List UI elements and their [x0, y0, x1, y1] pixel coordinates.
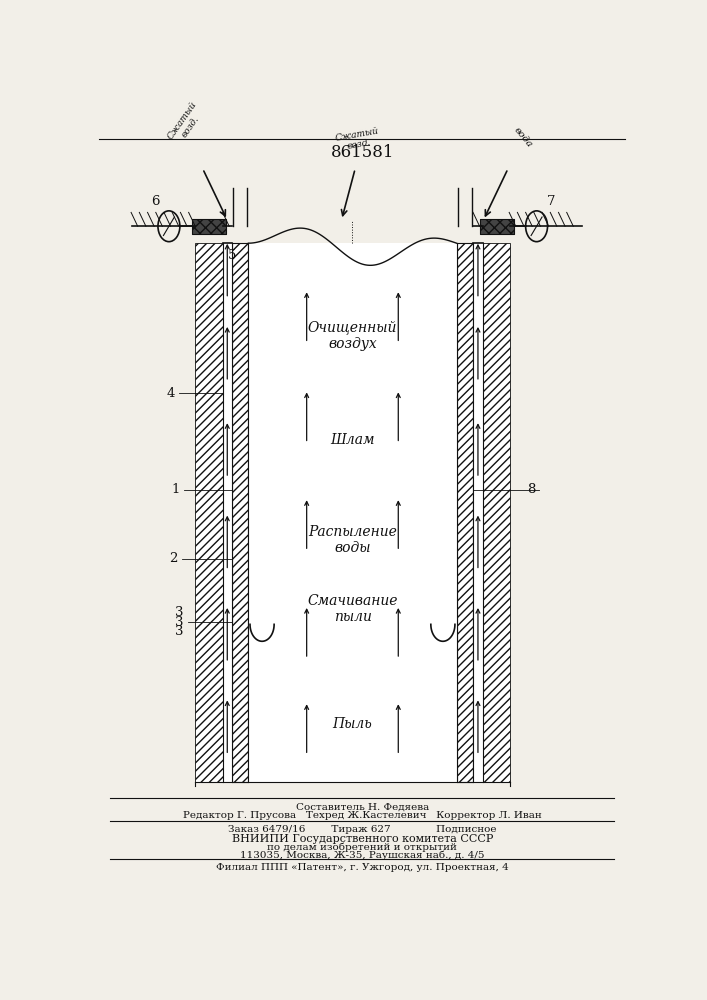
Polygon shape: [195, 243, 223, 782]
Text: Распыление
воды: Распыление воды: [308, 525, 397, 555]
Text: Шлам: Шлам: [330, 433, 375, 447]
Text: 113035, Москва, Ж-35, Раушская наб., д. 4/5: 113035, Москва, Ж-35, Раушская наб., д. …: [240, 851, 484, 860]
Polygon shape: [248, 243, 457, 782]
Text: 861581: 861581: [331, 144, 394, 161]
Polygon shape: [483, 243, 510, 782]
Polygon shape: [223, 243, 232, 782]
Text: Сжатый
возд.: Сжатый возд.: [165, 100, 206, 147]
Polygon shape: [192, 219, 226, 234]
Text: по делам изобретений и открытий: по делам изобретений и открытий: [267, 842, 457, 852]
Text: Пыль: Пыль: [332, 717, 373, 731]
Text: 3: 3: [175, 625, 183, 638]
Text: Редактор Г. Прусова   Техред Ж.Кастелевич   Корректор Л. Иван: Редактор Г. Прусова Техред Ж.Кастелевич …: [183, 811, 542, 820]
Text: Филиал ППП «Патент», г. Ужгород, ул. Проектная, 4: Филиал ППП «Патент», г. Ужгород, ул. Про…: [216, 863, 509, 872]
Text: 1: 1: [172, 483, 180, 496]
Text: 3: 3: [175, 616, 183, 629]
Text: ВНИИПИ Государственного комитета СССР: ВНИИПИ Государственного комитета СССР: [232, 834, 493, 844]
Polygon shape: [479, 219, 513, 234]
Text: Смачивание
пыли: Смачивание пыли: [308, 594, 398, 624]
Polygon shape: [473, 243, 483, 782]
Text: 7: 7: [547, 195, 556, 208]
Text: 5: 5: [228, 249, 236, 262]
Text: вода: вода: [513, 125, 534, 149]
Polygon shape: [457, 243, 473, 782]
Text: Составитель Н. Федяева: Составитель Н. Федяева: [296, 803, 429, 812]
Text: Очищенный
воздух: Очищенный воздух: [308, 320, 397, 351]
Text: 4: 4: [166, 387, 175, 400]
Polygon shape: [232, 243, 248, 782]
Text: 8: 8: [527, 483, 535, 496]
Text: 6: 6: [151, 195, 160, 208]
Text: Заказ 6479/16        Тираж 627              Подписное: Заказ 6479/16 Тираж 627 Подписное: [228, 825, 496, 834]
Text: Сжатый
возд.: Сжатый возд.: [334, 126, 381, 153]
Text: 2: 2: [169, 552, 177, 565]
Text: 3: 3: [175, 606, 183, 619]
